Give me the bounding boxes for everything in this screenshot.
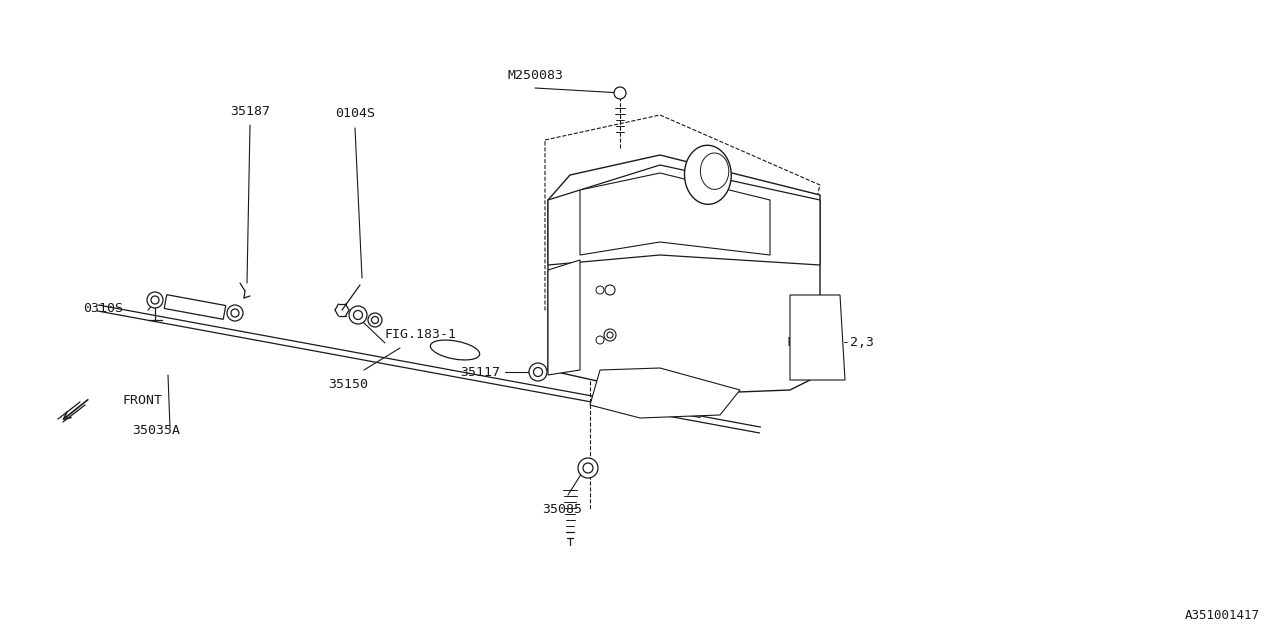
Text: FIG.351-2,3: FIG.351-2,3 [787,335,876,349]
Polygon shape [790,295,845,380]
Polygon shape [164,294,225,319]
Text: 0310S: 0310S [83,301,123,314]
Text: 0104S: 0104S [335,107,375,120]
Polygon shape [580,173,771,255]
Circle shape [607,332,613,338]
Polygon shape [548,260,580,375]
Circle shape [529,363,547,381]
Circle shape [596,336,604,344]
Text: 35035A: 35035A [132,424,180,436]
Circle shape [579,458,598,478]
Circle shape [605,285,614,295]
Circle shape [371,317,379,323]
Text: A351001417: A351001417 [1185,609,1260,622]
Circle shape [534,367,543,376]
Text: 35085: 35085 [788,353,829,367]
Polygon shape [548,165,820,265]
Text: 35187: 35187 [230,105,270,118]
Text: FRONT: FRONT [122,394,163,406]
Circle shape [369,313,381,327]
Text: FIG.183-1: FIG.183-1 [385,328,457,342]
Polygon shape [545,115,820,310]
Circle shape [596,286,604,294]
Polygon shape [685,145,731,204]
Polygon shape [590,368,740,418]
Circle shape [604,329,616,341]
Polygon shape [700,153,728,189]
Circle shape [349,306,367,324]
Circle shape [718,364,727,372]
Circle shape [353,310,362,319]
Ellipse shape [430,340,480,360]
Circle shape [614,87,626,99]
Text: 35117: 35117 [460,367,500,380]
Polygon shape [548,155,820,395]
Circle shape [227,305,243,321]
Circle shape [147,292,163,308]
Circle shape [713,359,731,377]
Text: 35150: 35150 [328,378,369,391]
Circle shape [230,309,239,317]
Circle shape [582,463,593,473]
Circle shape [151,296,159,304]
Text: 35085: 35085 [541,503,582,516]
Text: M250083: M250083 [507,69,563,82]
